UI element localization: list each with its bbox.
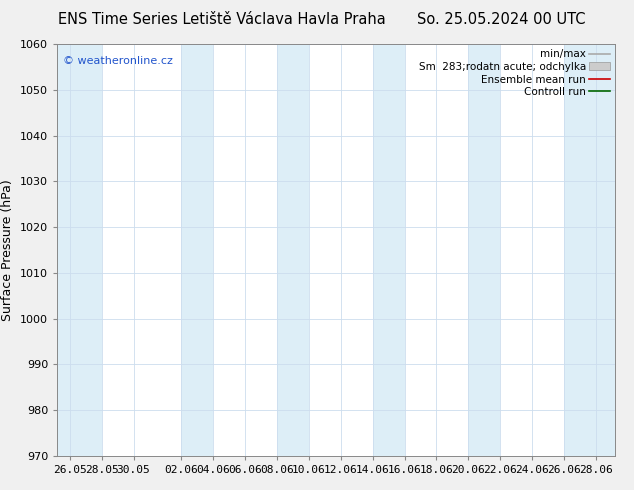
Text: So. 25.05.2024 00 UTC: So. 25.05.2024 00 UTC <box>417 12 585 27</box>
Text: © weatheronline.cz: © weatheronline.cz <box>63 56 172 67</box>
Bar <box>564 44 615 456</box>
Bar <box>277 44 309 456</box>
Bar <box>373 44 404 456</box>
Bar <box>469 44 500 456</box>
Text: ENS Time Series Letiště Václava Havla Praha: ENS Time Series Letiště Václava Havla Pr… <box>58 12 385 27</box>
Legend: min/max, Sm  283;rodatn acute; odchylka, Ensemble mean run, Controll run: min/max, Sm 283;rodatn acute; odchylka, … <box>418 49 610 97</box>
Bar <box>57 44 101 456</box>
Bar <box>181 44 213 456</box>
Y-axis label: Surface Pressure (hPa): Surface Pressure (hPa) <box>1 179 15 321</box>
